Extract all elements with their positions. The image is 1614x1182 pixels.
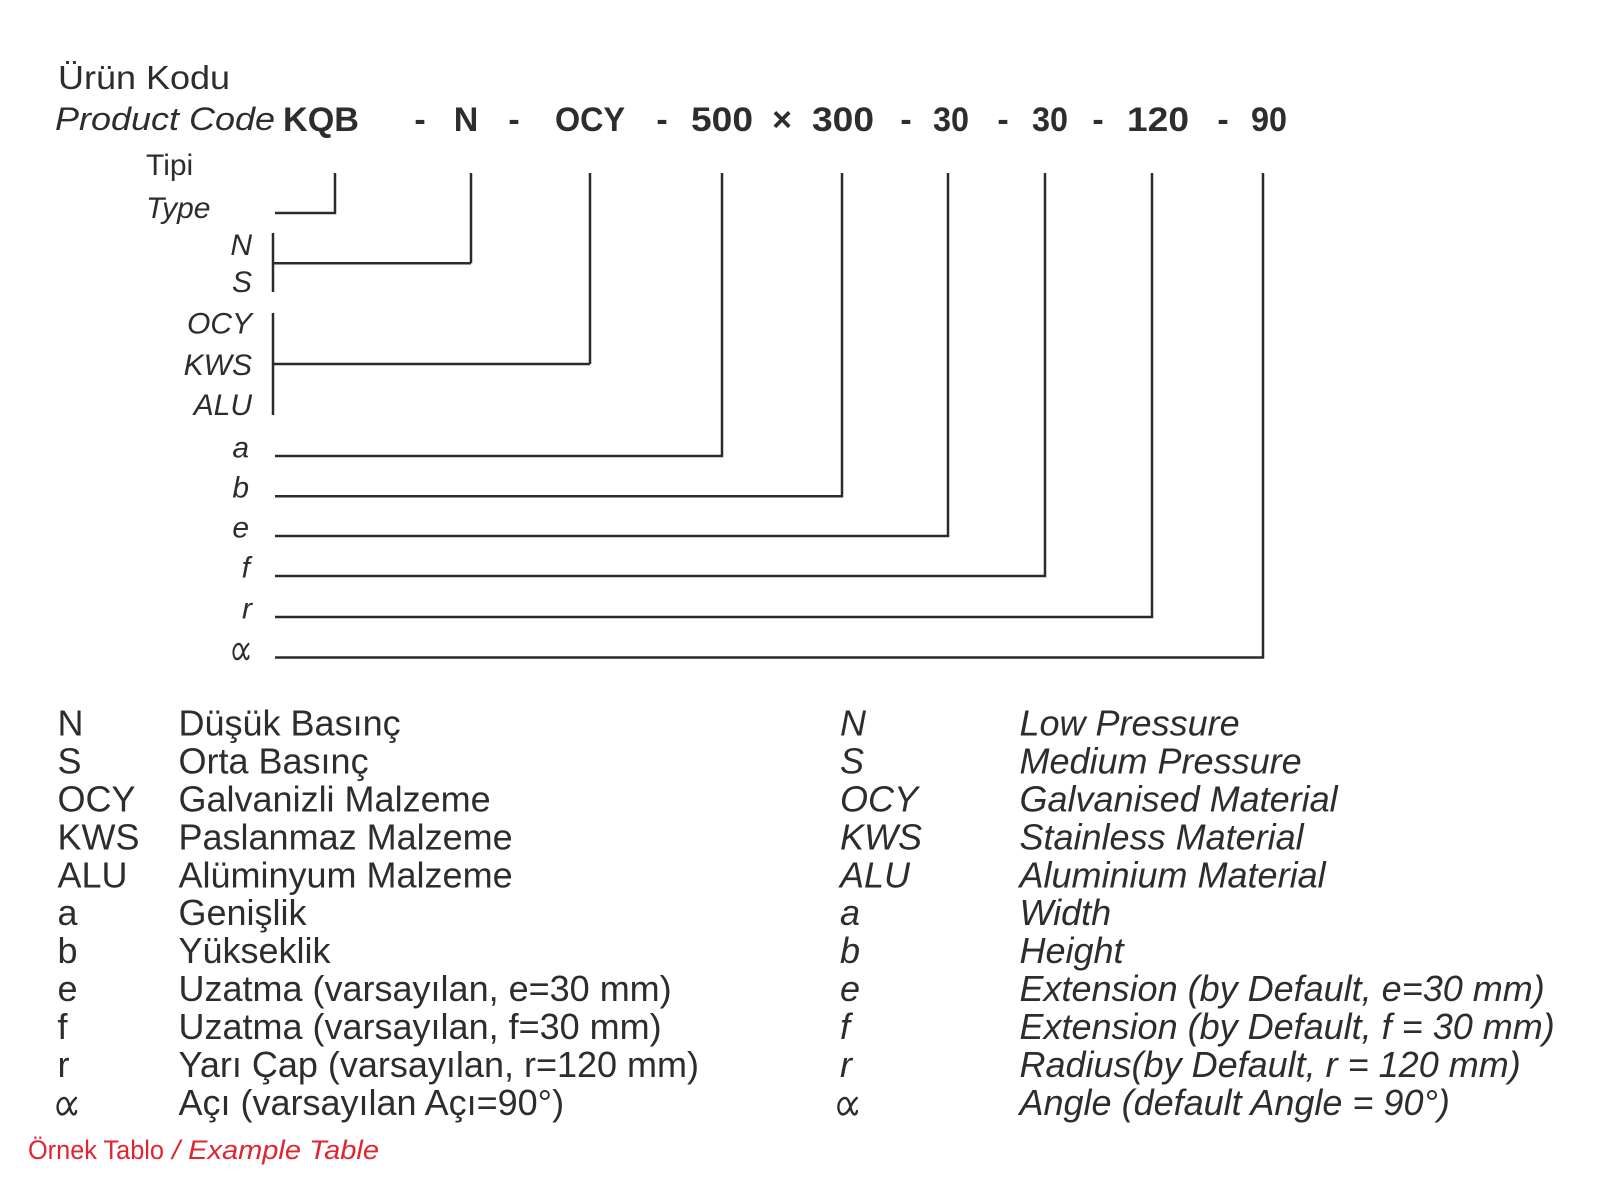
svg-text:Genişlik: Genişlik bbox=[179, 892, 308, 933]
svg-text:-: - bbox=[1217, 101, 1228, 139]
svg-text:OCY: OCY bbox=[555, 101, 625, 139]
svg-text:Orta Basınç: Orta Basınç bbox=[179, 741, 369, 782]
svg-text:Galvanizli Malzeme: Galvanizli Malzeme bbox=[179, 778, 491, 819]
svg-text:Extension (by Default, f = 30: Extension (by Default, f = 30 mm) bbox=[1020, 1006, 1555, 1047]
svg-text:/ Example Table: / Example Table bbox=[170, 1135, 379, 1165]
svg-text:a: a bbox=[58, 892, 79, 933]
svg-text:-: - bbox=[656, 101, 667, 139]
svg-text:KQB: KQB bbox=[283, 101, 359, 139]
svg-text:ALU: ALU bbox=[838, 854, 911, 895]
svg-text:b: b bbox=[232, 472, 249, 505]
svg-text:30: 30 bbox=[1032, 101, 1068, 139]
svg-text:r: r bbox=[242, 593, 253, 626]
svg-text:Stainless Material: Stainless Material bbox=[1020, 816, 1305, 857]
svg-text:Alüminyum Malzeme: Alüminyum Malzeme bbox=[179, 854, 513, 895]
svg-text:120: 120 bbox=[1127, 101, 1189, 139]
svg-text:N: N bbox=[840, 703, 867, 744]
svg-text:-: - bbox=[900, 101, 911, 139]
svg-text:OCY: OCY bbox=[840, 778, 921, 819]
svg-text:-: - bbox=[414, 101, 425, 139]
svg-text:Angle (default Angle = 90°): Angle (default Angle = 90°) bbox=[1018, 1082, 1450, 1123]
svg-text:S: S bbox=[58, 741, 82, 782]
svg-text:Galvanised Material: Galvanised Material bbox=[1020, 778, 1339, 819]
svg-text:Width: Width bbox=[1020, 892, 1112, 933]
svg-text:Aluminium Material: Aluminium Material bbox=[1018, 854, 1327, 895]
svg-text:Extension (by Default, e=30 mm: Extension (by Default, e=30 mm) bbox=[1020, 968, 1545, 1009]
svg-text:e: e bbox=[232, 512, 249, 545]
svg-text:-: - bbox=[1092, 101, 1103, 139]
svg-text:b: b bbox=[58, 930, 78, 971]
svg-text:r: r bbox=[58, 1044, 70, 1085]
svg-text:N: N bbox=[454, 101, 479, 139]
svg-text:f: f bbox=[58, 1006, 69, 1047]
svg-text:30: 30 bbox=[933, 101, 969, 139]
svg-text:Örnek Tablo: Örnek Tablo bbox=[28, 1135, 164, 1165]
svg-text:-: - bbox=[997, 101, 1008, 139]
svg-text:Height: Height bbox=[1020, 930, 1126, 971]
svg-text:a: a bbox=[840, 892, 860, 933]
svg-text:KWS: KWS bbox=[840, 816, 922, 857]
svg-text:300: 300 bbox=[812, 101, 874, 139]
svg-text:Low Pressure: Low Pressure bbox=[1020, 703, 1240, 744]
svg-text:Radius(by Default, r = 120 mm): Radius(by Default, r = 120 mm) bbox=[1020, 1044, 1521, 1085]
svg-text:Yarı Çap (varsayılan, r=120 mm: Yarı Çap (varsayılan, r=120 mm) bbox=[179, 1044, 700, 1085]
svg-text:r: r bbox=[840, 1044, 854, 1085]
svg-text:90: 90 bbox=[1251, 101, 1287, 139]
svg-text:KWS: KWS bbox=[184, 349, 252, 382]
svg-text:S: S bbox=[232, 266, 252, 299]
svg-text:Düşük Basınç: Düşük Basınç bbox=[179, 703, 401, 744]
svg-text:Uzatma (varsayılan, f=30 mm): Uzatma (varsayılan, f=30 mm) bbox=[179, 1006, 662, 1047]
svg-text:b: b bbox=[840, 930, 860, 971]
svg-text:e: e bbox=[840, 968, 860, 1009]
svg-text:Paslanmaz Malzeme: Paslanmaz Malzeme bbox=[179, 816, 513, 857]
svg-text:e: e bbox=[58, 968, 78, 1009]
svg-text:Tipi: Tipi bbox=[146, 149, 193, 182]
svg-text:-: - bbox=[508, 101, 519, 139]
svg-text:OCY: OCY bbox=[187, 308, 254, 341]
svg-text:N: N bbox=[58, 703, 84, 744]
svg-text:Medium Pressure: Medium Pressure bbox=[1020, 741, 1302, 782]
svg-text:Product Code: Product Code bbox=[55, 101, 275, 137]
svg-text:Type: Type bbox=[146, 192, 210, 225]
svg-text:S: S bbox=[840, 741, 864, 782]
svg-text:OCY: OCY bbox=[58, 778, 136, 819]
svg-text:×: × bbox=[772, 101, 792, 139]
svg-text:Uzatma (varsayılan, e=30 mm): Uzatma (varsayılan, e=30 mm) bbox=[179, 968, 672, 1009]
svg-text:f: f bbox=[242, 552, 253, 585]
svg-text:N: N bbox=[230, 229, 252, 262]
svg-text:Açı (varsayılan Açı=90°): Açı (varsayılan Açı=90°) bbox=[179, 1082, 565, 1123]
svg-text:500: 500 bbox=[691, 101, 753, 139]
svg-text:a: a bbox=[232, 432, 249, 465]
svg-text:ALU: ALU bbox=[58, 854, 128, 895]
svg-text:ALU: ALU bbox=[192, 389, 253, 422]
svg-text:Ürün Kodu: Ürün Kodu bbox=[58, 59, 230, 96]
svg-text:Yükseklik: Yükseklik bbox=[179, 930, 332, 971]
svg-text:KWS: KWS bbox=[58, 816, 140, 857]
